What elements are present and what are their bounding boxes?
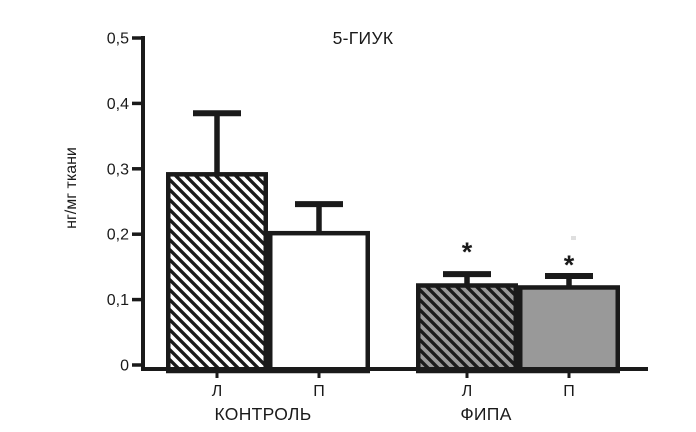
y-tick-label: 0,2 [107, 227, 129, 244]
significance-asterisk: * [564, 250, 575, 280]
bar-label-контроль-л: Л [212, 383, 223, 400]
bar-фипа-л-hatch [418, 285, 516, 371]
y-axis-label: нг/мг ткани [63, 147, 80, 229]
bar-label-фипа-л: Л [462, 383, 473, 400]
significance-asterisk: * [462, 237, 473, 267]
y-tick-label: 0,4 [107, 96, 129, 113]
bar-фипа-п-fill [520, 287, 618, 371]
group-label-контроль: КОНТРОЛЬ [214, 404, 311, 424]
scan-artifact-dot [571, 236, 576, 240]
y-tick-label: 0,5 [107, 31, 129, 48]
bar-контроль-п-fill [270, 233, 368, 371]
y-tick-label: 0,1 [107, 292, 129, 309]
y-tick-label: 0,3 [107, 161, 129, 178]
bar-label-контроль-п: П [313, 383, 325, 400]
bar-label-фипа-п: П [563, 383, 575, 400]
y-tick-label: 0 [120, 358, 129, 375]
group-label-фипа: ФИПА [460, 404, 511, 424]
bar-контроль-л-hatch [168, 174, 266, 371]
chart-title: 5-ГИУК [332, 28, 394, 48]
